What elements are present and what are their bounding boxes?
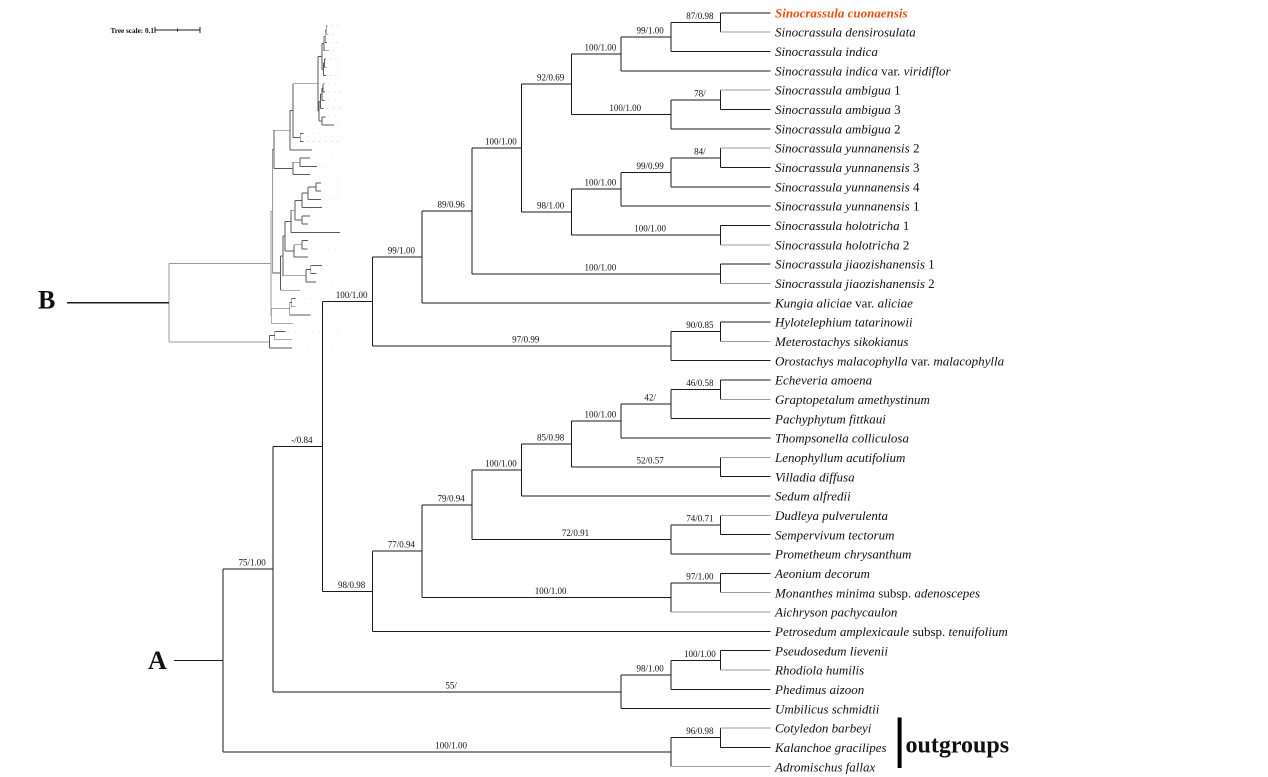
panel-b-label: B bbox=[38, 286, 55, 315]
tip-label: Aeonium decorum bbox=[774, 566, 870, 581]
support-value-label: 100/1.00 bbox=[485, 137, 517, 147]
support-value-label: 52/0.57 bbox=[636, 456, 664, 466]
tip-label: Aichryson pachycaulon bbox=[774, 605, 897, 620]
support-value-label: 100/1.00 bbox=[535, 586, 567, 596]
support-value-label: 100/1.00 bbox=[336, 290, 368, 300]
tip-label: Monanthes minima subsp. adenoscepes bbox=[774, 585, 980, 600]
tip-label: Sempervivum tectorum bbox=[775, 527, 895, 542]
tip-label: Sinocrassula indica bbox=[775, 44, 878, 59]
tip-label: Sinocrassula jiaozishanensis 2 bbox=[775, 276, 935, 291]
support-value-label: 72/0.91 bbox=[562, 528, 589, 538]
outgroups-bracket bbox=[897, 717, 902, 768]
support-value-label: 75/1.00 bbox=[238, 558, 266, 568]
tip-label: Sinocrassula holotricha 1 bbox=[775, 218, 909, 233]
tip-label: Rhodiola humilis bbox=[774, 663, 864, 678]
support-value-label: 100/1.00 bbox=[584, 178, 616, 188]
support-value-label: 100/1.00 bbox=[435, 741, 467, 751]
support-value-label: 74/0.71 bbox=[686, 514, 713, 524]
support-value-label: 96/0.98 bbox=[686, 726, 714, 736]
tip-label: Adromischus fallax bbox=[774, 759, 875, 774]
support-value-label: 90/0.85 bbox=[686, 320, 714, 330]
outgroups-label: outgroups bbox=[906, 733, 1010, 759]
support-value-label: 42/ bbox=[644, 393, 656, 403]
tip-label: Dudleya pulverulenta bbox=[774, 508, 888, 523]
tip-label: Sinocrassula ambigua 3 bbox=[775, 102, 901, 117]
support-value-label: 100/1.00 bbox=[584, 410, 616, 420]
tip-label: Sinocrassula yunnanensis 3 bbox=[775, 160, 919, 175]
support-value-label: 79/0.94 bbox=[437, 493, 465, 503]
support-value-label: 89/0.96 bbox=[437, 199, 465, 209]
tree-scale-label: Tree scale: 0.1 bbox=[111, 27, 155, 35]
tip-label: Orostachys malacophylla var. malacophyll… bbox=[775, 353, 1005, 368]
tip-label: Kalanchoe gracilipes bbox=[774, 740, 887, 755]
tip-label: Sinocrassula densirosulata bbox=[775, 25, 916, 40]
support-value-label: 55/ bbox=[445, 680, 457, 690]
support-value-label: 100/1.00 bbox=[609, 103, 641, 113]
tip-label: Sinocrassula yunnanensis 1 bbox=[775, 199, 919, 214]
tip-label: Sinocrassula ambigua 2 bbox=[775, 121, 901, 136]
support-value-label: 100/1.00 bbox=[684, 649, 716, 659]
panel-a-label: A bbox=[148, 646, 167, 675]
tip-label: Sinocrassula yunnanensis 2 bbox=[775, 141, 919, 156]
tip-label: Graptopetalum amethystinum bbox=[775, 392, 930, 407]
tip-label: Echeveria amoena bbox=[774, 373, 873, 388]
tip-label: Sinocrassula jiaozishanensis 1 bbox=[775, 257, 935, 272]
tree-a-tip-labels: Sinocrassula cuonaensis Sinocrassula dens… bbox=[774, 5, 1008, 774]
support-value-label: 84/ bbox=[694, 146, 706, 156]
support-value-label: -/0.84 bbox=[291, 435, 313, 445]
tip-label: Sinocrassula yunnanensis 4 bbox=[775, 179, 920, 194]
support-value-label: 99/1.00 bbox=[636, 25, 664, 35]
support-value-label: 100/1.00 bbox=[584, 262, 616, 272]
support-value-label: 97/1.00 bbox=[686, 572, 714, 582]
tip-label: Villadia diffusa bbox=[775, 469, 855, 484]
tree-a-panel: A Sinocrassula cuonaensis Sinocrassula de… bbox=[148, 5, 1008, 774]
tip-label: Pachyphytum fittkaui bbox=[774, 411, 886, 426]
tip-label: Sinocrassula ambigua 1 bbox=[775, 83, 901, 98]
support-value-label: 98/1.00 bbox=[537, 201, 565, 211]
support-value-label: 85/0.98 bbox=[537, 433, 565, 443]
tree-b-panel: B bbox=[38, 25, 342, 349]
tip-label: Sinocrassula cuonaensis bbox=[775, 5, 908, 20]
tip-label: Pseudosedum lievenii bbox=[774, 643, 888, 658]
tip-label: Hylotelephium tatarinowii bbox=[774, 315, 913, 330]
support-value-label: 99/1.00 bbox=[388, 245, 416, 255]
support-value-label: 100/1.00 bbox=[485, 459, 517, 469]
support-value-label: 98/1.00 bbox=[636, 663, 664, 673]
tip-label: Cotyledon barbeyi bbox=[775, 721, 872, 736]
support-value-label: 97/0.99 bbox=[512, 335, 540, 345]
tip-label: Petrosedum amplexicaule subsp. tenuifoli… bbox=[774, 624, 1008, 639]
tree-b-branches bbox=[67, 25, 342, 349]
support-value-label: 100/1.00 bbox=[584, 42, 616, 52]
tip-label: Phedimus aizoon bbox=[774, 682, 864, 697]
support-value-label: 46/0.58 bbox=[686, 378, 714, 388]
support-value-label: 92/0.69 bbox=[537, 73, 565, 83]
tip-label: Sedum alfredii bbox=[775, 489, 851, 504]
tree-a-branches bbox=[174, 12, 771, 768]
tip-label: Umbilicus schmidtii bbox=[775, 701, 880, 716]
tree-scale-legend: Tree scale: 0.1 bbox=[111, 26, 201, 35]
support-value-label: 99/0.99 bbox=[636, 161, 664, 171]
support-value-label: 78/ bbox=[694, 88, 706, 98]
tip-label: Sinocrassula holotricha 2 bbox=[775, 237, 909, 252]
tip-label: Thompsonella colliculosa bbox=[775, 431, 909, 446]
support-value-label: 98/0.98 bbox=[338, 580, 366, 590]
tip-label: Prometheum chrysanthum bbox=[774, 547, 911, 562]
support-value-label: 100/1.00 bbox=[634, 224, 666, 234]
tree-a-support-labels: 75/1.00 -/0.84 100/1.00 99/1.00 89/0.96 100/1… bbox=[238, 11, 716, 751]
tip-label: Lenophyllum acutifolium bbox=[774, 450, 905, 465]
tree-scale-bar bbox=[154, 26, 201, 34]
tip-label: Sinocrassula indica var. viridiflor bbox=[775, 63, 951, 78]
tip-label: Meterostachys sikokianus bbox=[774, 334, 908, 349]
outgroups-annotation: outgroups bbox=[897, 717, 1010, 768]
support-value-label: 87/0.98 bbox=[686, 11, 714, 21]
tip-label: Kungia aliciae var. aliciae bbox=[774, 295, 913, 310]
support-value-label: 77/0.94 bbox=[388, 540, 416, 550]
